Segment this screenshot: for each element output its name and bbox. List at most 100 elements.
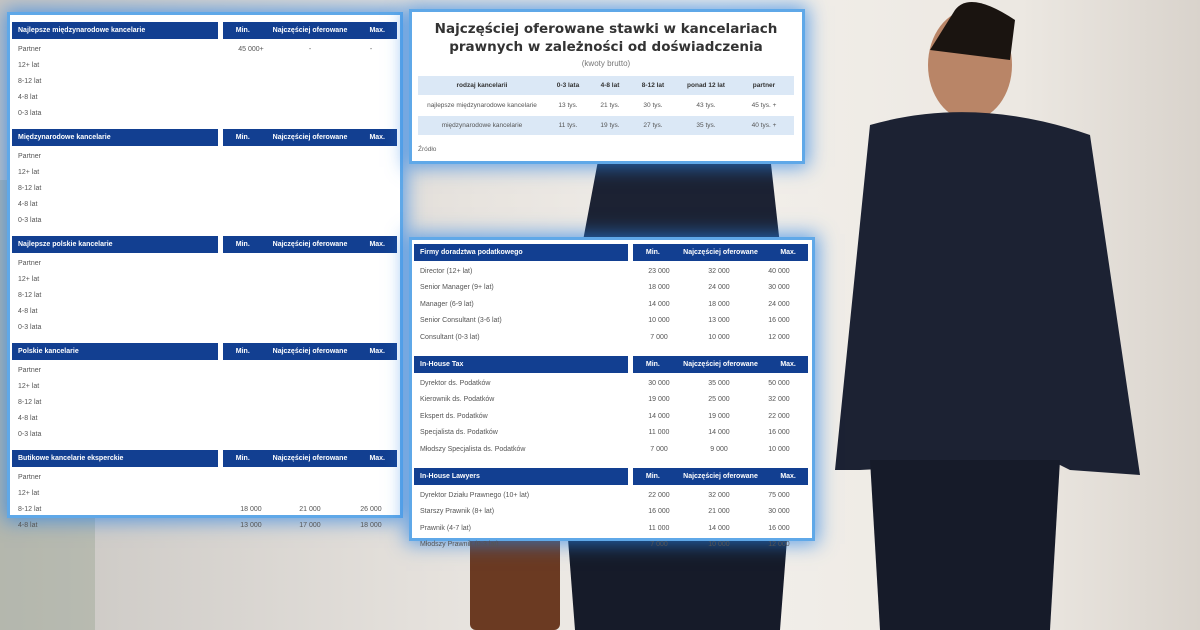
table-row: 8-12 lat bbox=[12, 75, 397, 89]
row-label: 4-8 lat bbox=[18, 94, 38, 101]
cell-value: 75 000 bbox=[768, 492, 790, 499]
cell-value: 45 000+ bbox=[238, 46, 264, 53]
cell-value: 7 000 bbox=[650, 541, 668, 549]
table-row: 12+ lat bbox=[12, 166, 397, 180]
row-label: 0-3 lata bbox=[18, 217, 42, 224]
cell-value: 13 tys. bbox=[558, 102, 578, 109]
column-header: Max. bbox=[369, 241, 385, 248]
cell-value: 16 000 bbox=[768, 524, 790, 532]
cell-value: 26 000 bbox=[360, 506, 382, 513]
row-label: Partner bbox=[18, 46, 41, 53]
table-title: Najczęściej oferowane stawki w kancelari… bbox=[434, 21, 778, 55]
cell-value: 13 000 bbox=[708, 317, 730, 325]
row-label: Specjalista ds. Podatków bbox=[420, 429, 498, 437]
cell-value: 45 tys. + bbox=[751, 102, 777, 109]
row-label: Manager (6-9 lat) bbox=[420, 300, 474, 308]
row-label: Senior Consultant (3-6 lat) bbox=[420, 317, 502, 325]
column-header: 8-12 lat bbox=[641, 82, 665, 89]
row-label: 0-3 lata bbox=[18, 431, 42, 438]
column-headers: Min. Najczęściej oferowane Max. bbox=[223, 343, 397, 360]
group-header: Najlepsze polskie kancelarie bbox=[12, 236, 218, 253]
cell-value: 32 000 bbox=[708, 268, 730, 275]
header-row: rodzaj kancelarii 0-3 lata 4-8 lat 8-12 lat… bbox=[418, 76, 794, 95]
row-label: 8-12 lat bbox=[18, 399, 42, 406]
cell-value: 43 tys. bbox=[696, 102, 716, 109]
cell-value: 21 000 bbox=[708, 508, 730, 516]
row-label: 4-8 lat bbox=[18, 522, 38, 529]
row-label: 0-3 lata bbox=[18, 324, 42, 331]
row-label: Młodszy Prawnik (0-3 lat) bbox=[420, 541, 499, 549]
column-header: Max. bbox=[369, 455, 385, 462]
column-headers: Min. Najczęściej oferowane Max. bbox=[633, 244, 808, 261]
cell-value: 32 000 bbox=[708, 492, 730, 499]
cell-value: 16 000 bbox=[648, 508, 670, 516]
group-header: Najlepsze międzynarodowe kancelarie bbox=[12, 22, 218, 39]
row-label: 8-12 lat bbox=[18, 78, 42, 85]
cell-value: 17 000 bbox=[299, 522, 321, 529]
cell-value: 14 000 bbox=[648, 412, 670, 420]
table-row: 4-8 lat bbox=[12, 91, 397, 105]
cell-value: 10 000 bbox=[648, 317, 670, 325]
group-header: In-House Lawyers bbox=[414, 468, 628, 485]
cell-value: 24 000 bbox=[768, 300, 790, 308]
column-header: Max. bbox=[780, 473, 796, 480]
row-label: 12+ lat bbox=[18, 62, 40, 69]
cell-value: 13 000 bbox=[240, 522, 262, 529]
table-row: Prawnik (4-7 lat) 11 000 14 000 16 000 bbox=[414, 522, 808, 536]
cell-value: 19 tys. bbox=[600, 122, 620, 129]
cell-value: 14 000 bbox=[708, 429, 730, 437]
cell-value: 10 000 bbox=[708, 333, 730, 341]
column-header: Max. bbox=[780, 249, 796, 256]
table-row: 0-3 lata bbox=[12, 214, 397, 228]
row-label: 8-12 lat bbox=[18, 185, 42, 192]
column-header: Najczęściej oferowane bbox=[683, 473, 758, 480]
table-row: Ekspert ds. Podatków 14 000 19 000 22 000 bbox=[414, 410, 808, 424]
group-header: Międzynarodowe kancelarie bbox=[12, 129, 218, 146]
table-row: Partner bbox=[12, 257, 397, 271]
cell-value: 23 000 bbox=[648, 268, 670, 275]
row-label: Kierownik ds. Podatków bbox=[420, 396, 495, 404]
column-header: Max. bbox=[780, 361, 796, 368]
table-row: 4-8 lat bbox=[12, 305, 397, 319]
table-row: Partner bbox=[12, 150, 397, 164]
column-headers: Min. Najczęściej oferowane Max. bbox=[223, 236, 397, 253]
cell-value: 30 000 bbox=[768, 508, 790, 516]
cell-value: 7 000 bbox=[650, 445, 668, 453]
column-header: rodzaj kancelarii bbox=[456, 82, 508, 89]
column-header: Min. bbox=[645, 249, 660, 256]
cell-value: 35 000 bbox=[708, 380, 730, 387]
row-label: 12+ lat bbox=[18, 276, 40, 283]
cell-value: 18 000 bbox=[240, 506, 262, 513]
row-label: Partner bbox=[18, 474, 41, 481]
man-right bbox=[835, 2, 1140, 630]
row-label: Senior Manager (9+ lat) bbox=[420, 284, 494, 292]
table-row: Partner bbox=[12, 471, 397, 485]
cell-value: 16 000 bbox=[768, 317, 790, 325]
cell-value: - bbox=[369, 46, 373, 53]
cell-value: 16 000 bbox=[768, 429, 790, 437]
table-row: 8-12 lat bbox=[12, 182, 397, 196]
column-headers: Min. Najczęściej oferowane Max. bbox=[633, 356, 808, 373]
row-label: 8-12 lat bbox=[18, 292, 42, 299]
table-subtitle: (kwoty brutto) bbox=[581, 59, 631, 68]
cell-value: 30 000 bbox=[768, 284, 790, 292]
cell-value: 40 000 bbox=[768, 268, 790, 275]
table-row: Director (12+ lat) 23 000 32 000 40 000 bbox=[414, 265, 808, 279]
table-row: Kierownik ds. Podatków 19 000 25 000 32 000 bbox=[414, 393, 808, 407]
table-row: Specjalista ds. Podatków 11 000 14 000 16 0… bbox=[414, 426, 808, 440]
table-row: 0-3 lata bbox=[12, 107, 397, 121]
cell-value: 7 000 bbox=[650, 333, 668, 341]
group-header: In-House Tax bbox=[414, 356, 628, 373]
column-header: Max. bbox=[369, 348, 385, 355]
cell-value: 19 000 bbox=[708, 412, 730, 420]
group-header: Butikowe kancelarie eksperckie bbox=[12, 450, 218, 467]
cell-value: 9 000 bbox=[710, 445, 728, 453]
column-header: Najczęściej oferowane bbox=[272, 348, 348, 355]
cell-value: 32 000 bbox=[768, 396, 790, 404]
table-row: 12+ lat bbox=[12, 59, 397, 73]
table-row: 4-8 lat bbox=[12, 198, 397, 212]
cell-value: 18 000 bbox=[708, 300, 730, 308]
row-label: 0-3 lata bbox=[18, 110, 42, 117]
row-label: 12+ lat bbox=[18, 169, 40, 176]
cell-value: 21 000 bbox=[299, 506, 321, 513]
